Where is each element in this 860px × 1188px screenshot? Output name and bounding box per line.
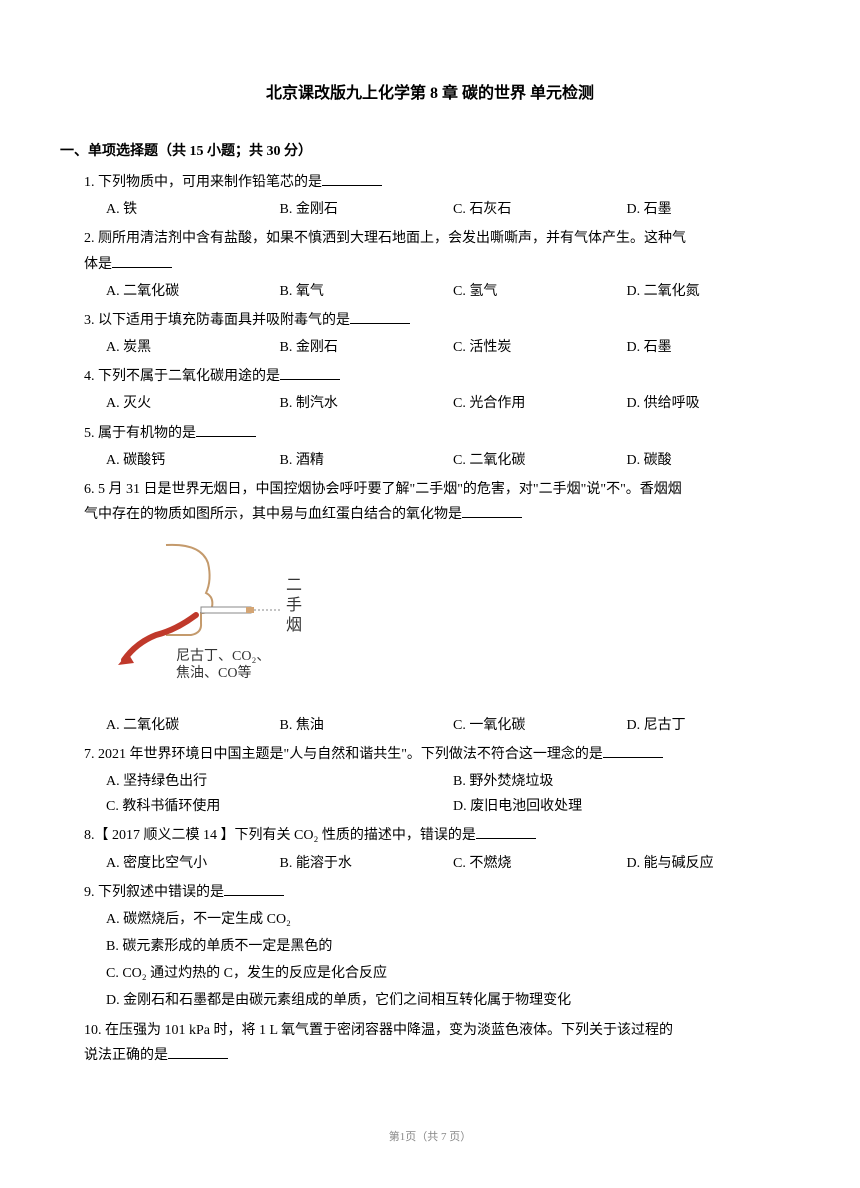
q5-option-c: C. 二氧化碳 [453,448,627,473]
q6-figure: 二 手 烟 尼古丁、CO₂、 焦油、CO等 [84,535,800,704]
q2-option-c: C. 氢气 [453,279,627,304]
q10-stem: 10. 在压强为 101 kPa 时，将 1 L 氧气置于密闭容器中降温，变为淡… [84,1018,800,1043]
svg-text:尼古丁、CO₂、: 尼古丁、CO₂、 [176,648,270,664]
q3-option-c: C. 活性炭 [453,335,627,360]
q6-option-c: C. 一氧化碳 [453,713,627,738]
question-9: 9. 下列叙述中错误的是 A. 碳燃烧后，不一定生成 CO₂ B. 碳元素形成的… [60,880,800,1014]
question-8: 8.【 2017 顺义二模 14 】下列有关 CO₂ 性质的描述中，错误的是 A… [60,823,800,875]
q10-stem-cont: 说法正确的是 [84,1043,800,1068]
q9-stem: 9. 下列叙述中错误的是 [84,880,800,905]
q9-option-c: C. CO₂ 通过灼热的 C，发生的反应是化合反应 [106,961,800,986]
question-5: 5. 属于有机物的是 A. 碳酸钙 B. 酒精 C. 二氧化碳 D. 碳酸 [60,421,800,473]
q6-stem-cont: 气中存在的物质如图所示，其中易与血红蛋白结合的氧化物是 [84,502,800,527]
q2-option-a: A. 二氧化碳 [106,279,280,304]
q3-option-a: A. 炭黑 [106,335,280,360]
q6-stem: 6. 5 月 31 日是世界无烟日，中国控烟协会呼吁要了解"二手烟"的危害，对"… [84,477,800,502]
q6-option-a: A. 二氧化碳 [106,713,280,738]
q4-option-b: B. 制汽水 [280,391,454,416]
q5-option-d: D. 碳酸 [627,448,801,473]
q3-option-b: B. 金刚石 [280,335,454,360]
q1-stem: 1. 下列物质中，可用来制作铅笔芯的是 [84,170,800,195]
q1-option-b: B. 金刚石 [280,197,454,222]
q4-option-d: D. 供给呼吸 [627,391,801,416]
question-3: 3. 以下适用于填充防毒面具并吸附毒气的是 A. 炭黑 B. 金刚石 C. 活性… [60,308,800,360]
q2-option-d: D. 二氧化氮 [627,279,801,304]
q3-stem: 3. 以下适用于填充防毒面具并吸附毒气的是 [84,308,800,333]
q2-stem-cont: 体是 [84,252,800,277]
q5-option-a: A. 碳酸钙 [106,448,280,473]
question-10: 10. 在压强为 101 kPa 时，将 1 L 氧气置于密闭容器中降温，变为淡… [60,1018,800,1068]
q8-option-c: C. 不燃烧 [453,851,627,876]
q7-stem: 7. 2021 年世界环境日中国主题是"人与自然和谐共生"。下列做法不符合这一理… [84,742,800,767]
q8-option-b: B. 能溶于水 [280,851,454,876]
q9-option-a: A. 碳燃烧后，不一定生成 CO₂ [106,907,800,932]
question-4: 4. 下列不属于二氧化碳用途的是 A. 灭火 B. 制汽水 C. 光合作用 D.… [60,364,800,416]
svg-text:焦油、CO等: 焦油、CO等 [176,664,251,681]
smoke-diagram-icon: 二 手 烟 尼古丁、CO₂、 焦油、CO等 [106,535,326,695]
q6-option-d: D. 尼古丁 [627,713,801,738]
q7-option-b: B. 野外焚烧垃圾 [453,769,800,794]
question-2: 2. 厕所用清洁剂中含有盐酸，如果不慎洒到大理石地面上，会发出嘶嘶声，并有气体产… [60,226,800,304]
question-1: 1. 下列物质中，可用来制作铅笔芯的是 A. 铁 B. 金刚石 C. 石灰石 D… [60,170,800,222]
svg-text:手: 手 [286,596,302,614]
document-title: 北京课改版九上化学第 8 章 碳的世界 单元检测 [60,80,800,109]
q7-option-d: D. 废旧电池回收处理 [453,794,800,819]
q8-stem: 8.【 2017 顺义二模 14 】下列有关 CO₂ 性质的描述中，错误的是 [84,823,800,848]
section-header: 一、单项选择题（共 15 小题；共 30 分） [60,139,800,164]
q4-stem: 4. 下列不属于二氧化碳用途的是 [84,364,800,389]
q5-option-b: B. 酒精 [280,448,454,473]
q5-stem: 5. 属于有机物的是 [84,421,800,446]
q1-option-c: C. 石灰石 [453,197,627,222]
q8-option-d: D. 能与碱反应 [627,851,801,876]
q4-option-a: A. 灭火 [106,391,280,416]
q9-option-d: D. 金刚石和石墨都是由碳元素组成的单质，它们之间相互转化属于物理变化 [106,988,800,1013]
q6-option-b: B. 焦油 [280,713,454,738]
q9-option-b: B. 碳元素形成的单质不一定是黑色的 [106,934,800,959]
q7-option-c: C. 教科书循环使用 [106,794,453,819]
q8-option-a: A. 密度比空气小 [106,851,280,876]
q2-option-b: B. 氧气 [280,279,454,304]
page-footer: 第1页（共 7 页） [60,1128,800,1148]
svg-text:二: 二 [286,577,302,594]
q7-option-a: A. 坚持绿色出行 [106,769,453,794]
q1-option-d: D. 石墨 [627,197,801,222]
q3-option-d: D. 石墨 [627,335,801,360]
question-6: 6. 5 月 31 日是世界无烟日，中国控烟协会呼吁要了解"二手烟"的危害，对"… [60,477,800,738]
svg-text:烟: 烟 [286,616,302,634]
q4-option-c: C. 光合作用 [453,391,627,416]
question-7: 7. 2021 年世界环境日中国主题是"人与自然和谐共生"。下列做法不符合这一理… [60,742,800,820]
q2-stem: 2. 厕所用清洁剂中含有盐酸，如果不慎洒到大理石地面上，会发出嘶嘶声，并有气体产… [84,226,800,251]
q1-option-a: A. 铁 [106,197,280,222]
